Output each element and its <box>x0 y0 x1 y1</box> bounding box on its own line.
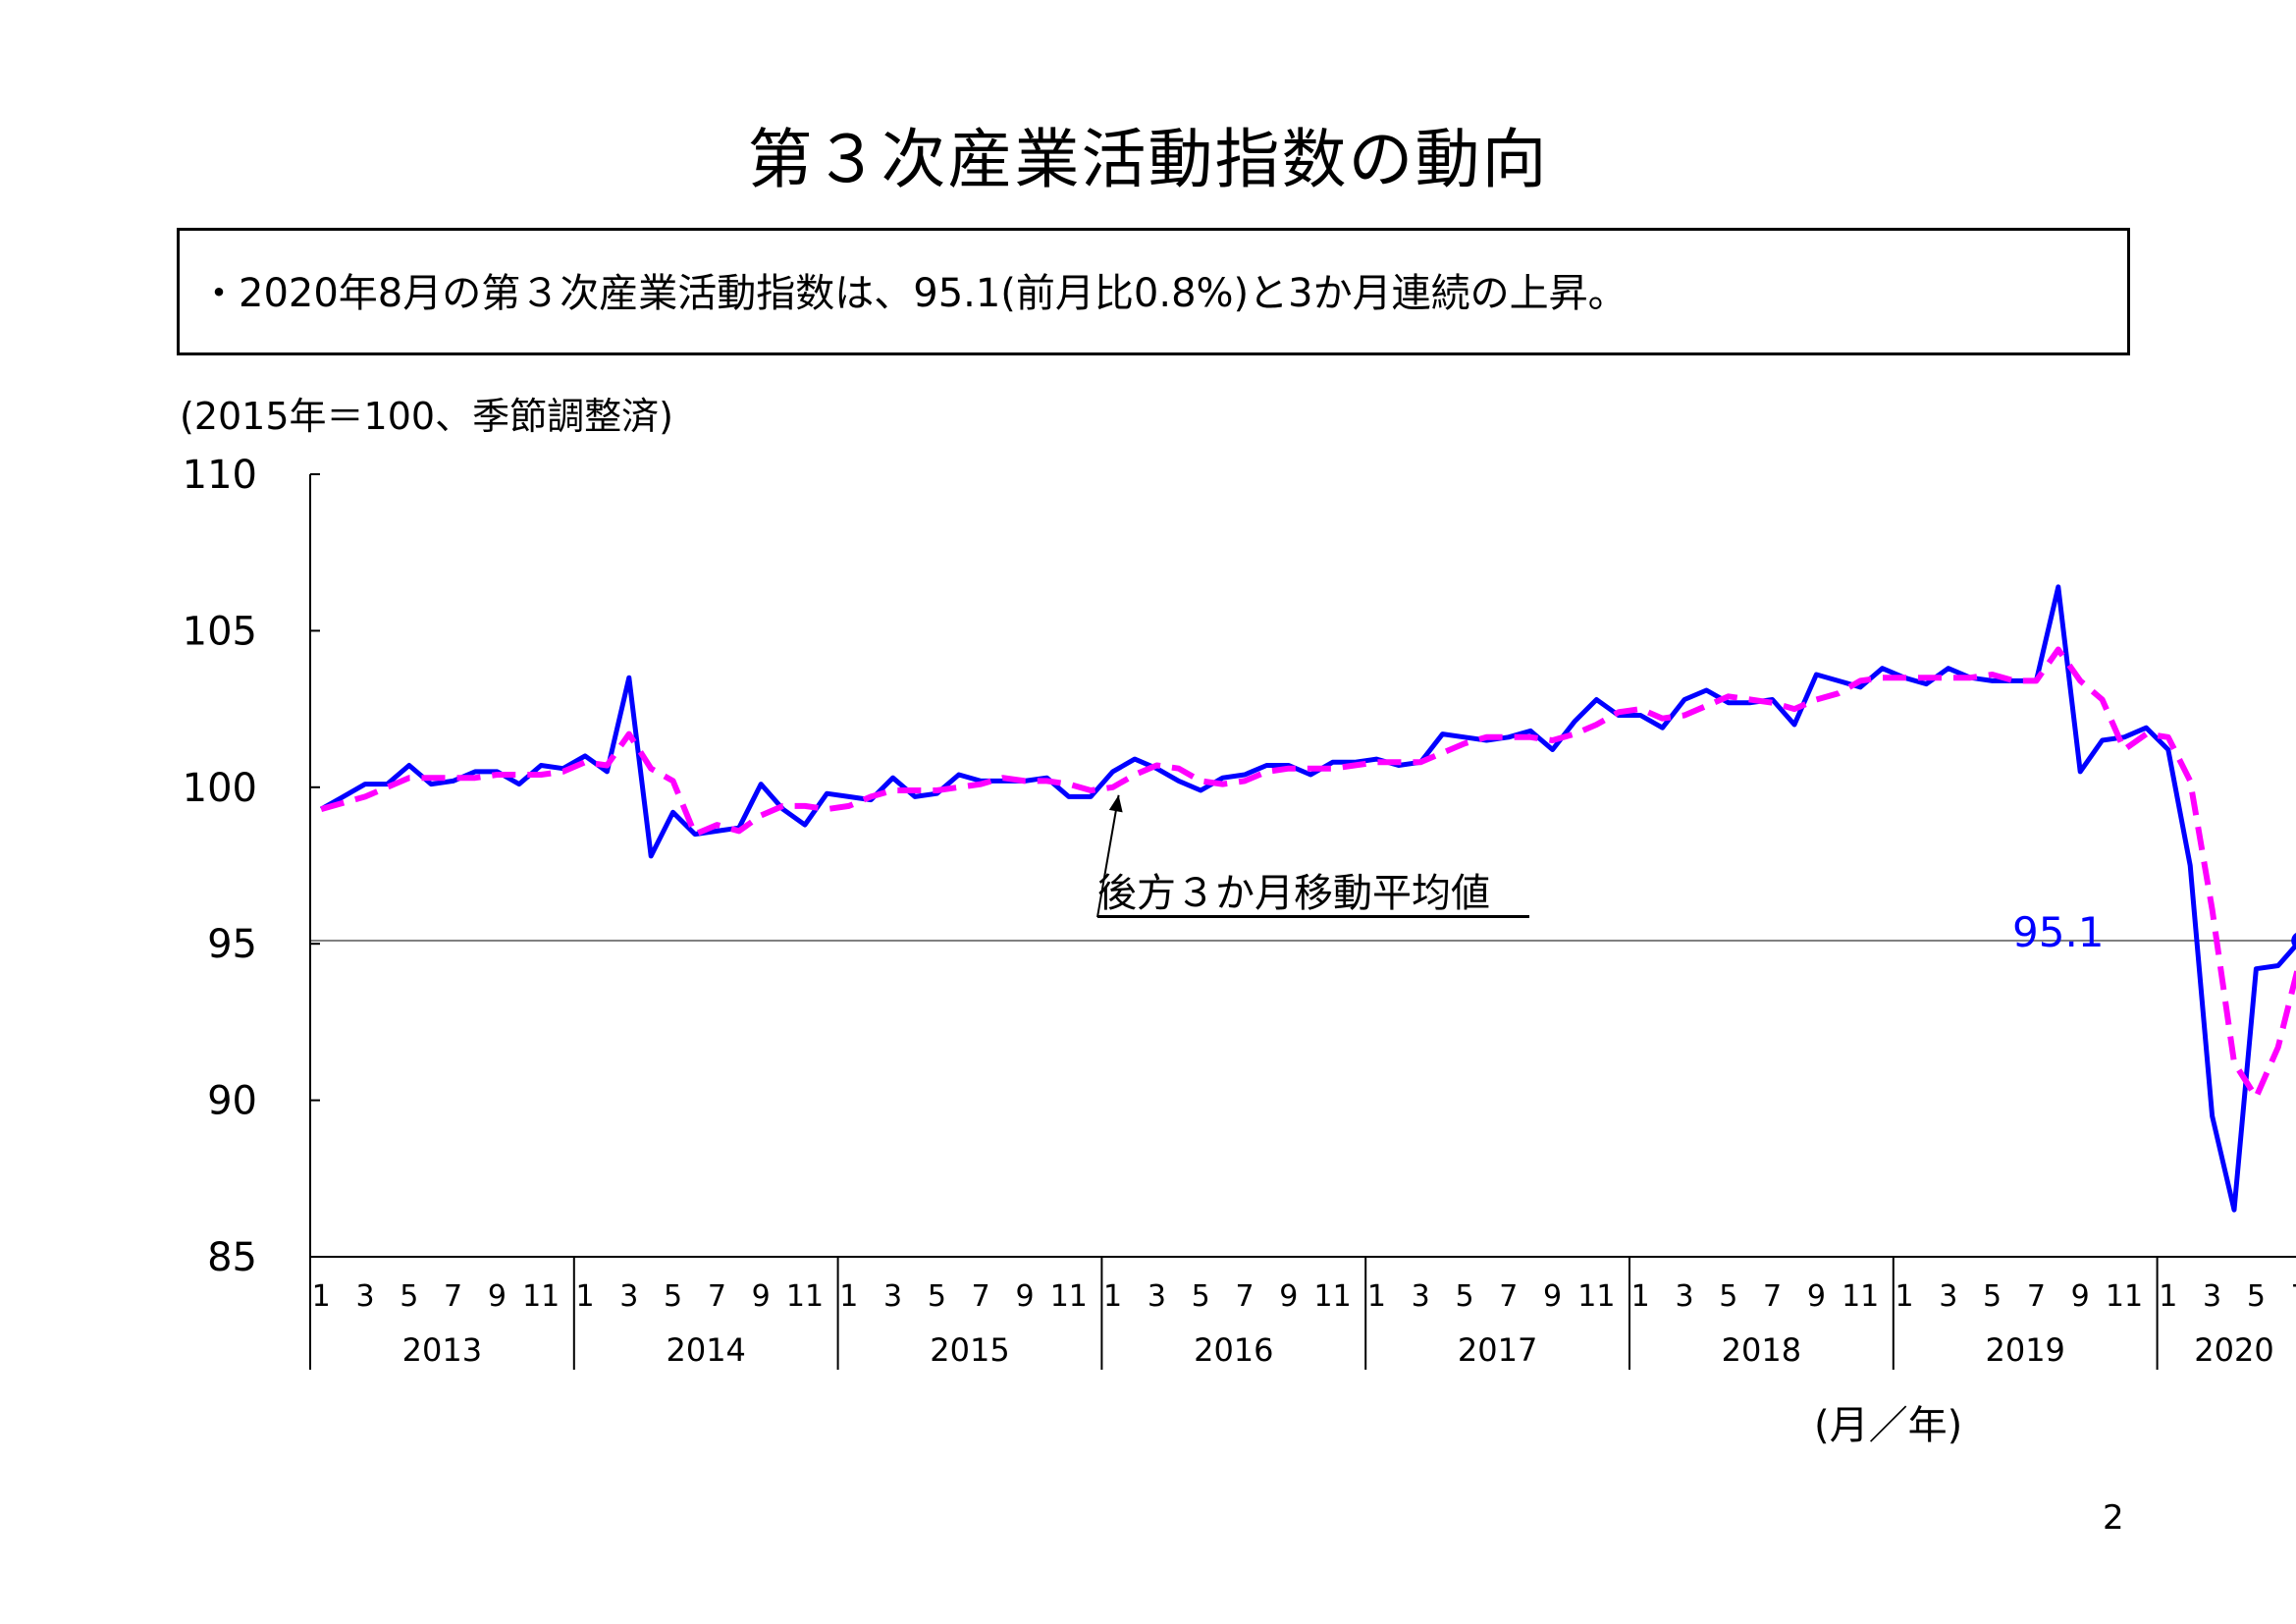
month-tick-label: 9 <box>1279 1279 1298 1314</box>
month-tick-label: 11 <box>1577 1279 1615 1314</box>
month-tick-label: 11 <box>1050 1279 1088 1314</box>
moving-average-callout-label: 後方３か月移動平均値 <box>1097 871 1490 916</box>
month-tick-label: 5 <box>1192 1279 1210 1314</box>
month-tick-label: 3 <box>1675 1279 1693 1314</box>
month-tick-label: 9 <box>752 1279 771 1314</box>
month-tick-label: 7 <box>2027 1279 2046 1314</box>
month-tick-label: 3 <box>1148 1279 1166 1314</box>
y-tick-label: 110 <box>183 453 257 498</box>
y-tick-label: 100 <box>183 766 257 811</box>
callout-arrowhead <box>1108 794 1123 813</box>
month-tick-label: 3 <box>619 1279 638 1314</box>
month-tick-label: 1 <box>2159 1279 2177 1314</box>
year-label: 2019 <box>1985 1331 2064 1369</box>
month-tick-label: 3 <box>1412 1279 1430 1314</box>
y-tick-label: 85 <box>207 1235 257 1280</box>
year-label: 2014 <box>666 1331 745 1369</box>
month-tick-label: 3 <box>355 1279 374 1314</box>
month-tick-label: 1 <box>1367 1279 1386 1314</box>
month-tick-label: 7 <box>1499 1279 1518 1314</box>
y-axis-unit-note: (2015年＝100、季節調整済) <box>180 395 673 438</box>
month-tick-label: 5 <box>1983 1279 2002 1314</box>
page-number: 2 <box>2103 1498 2124 1538</box>
y-tick-label: 90 <box>207 1079 257 1124</box>
month-tick-label: 1 <box>1895 1279 1913 1314</box>
year-label: 2018 <box>1722 1331 1801 1369</box>
month-tick-label: 5 <box>928 1279 946 1314</box>
y-tick-label: 105 <box>183 609 257 654</box>
month-tick-label: 5 <box>664 1279 682 1314</box>
month-tick-label: 3 <box>883 1279 902 1314</box>
latest-value-marker <box>2291 933 2296 948</box>
year-label: 2020 <box>2194 1331 2273 1369</box>
month-tick-label: 5 <box>1719 1279 1737 1314</box>
month-tick-label: 11 <box>786 1279 824 1314</box>
month-tick-label: 9 <box>1015 1279 1034 1314</box>
month-tick-label: 1 <box>575 1279 594 1314</box>
callout-arrow-line <box>1096 794 1120 918</box>
month-tick-label: 9 <box>488 1279 507 1314</box>
month-tick-label: 1 <box>1631 1279 1650 1314</box>
page-title: 第３次産業活動指数の動向 <box>747 122 1549 197</box>
month-tick-label: 7 <box>1763 1279 1782 1314</box>
month-tick-label: 7 <box>972 1279 990 1314</box>
month-tick-label: 9 <box>1807 1279 1826 1314</box>
month-tick-label: 5 <box>1455 1279 1473 1314</box>
callout-underline <box>1097 915 1529 918</box>
month-tick-label: 9 <box>1543 1279 1562 1314</box>
month-tick-label: 9 <box>2071 1279 2090 1314</box>
month-tick-label: 7 <box>444 1279 462 1314</box>
summary-text: ・2020年8月の第３次産業活動指数は、95.1(前月比0.8%)と3か月連続の… <box>199 271 1628 316</box>
month-tick-label: 7 <box>1235 1279 1254 1314</box>
month-tick-label: 5 <box>2247 1279 2266 1314</box>
latest-value-label: 95.1 <box>2012 908 2105 956</box>
month-tick-label: 1 <box>1103 1279 1122 1314</box>
month-tick-label: 7 <box>2291 1279 2296 1314</box>
moving-average-line <box>320 646 2296 1101</box>
month-tick-label: 11 <box>522 1279 560 1314</box>
year-label: 2013 <box>402 1331 482 1369</box>
year-label: 2017 <box>1458 1331 1537 1369</box>
month-tick-label: 11 <box>2106 1279 2143 1314</box>
month-tick-label: 5 <box>400 1279 418 1314</box>
month-tick-label: 11 <box>1314 1279 1352 1314</box>
month-tick-label: 1 <box>839 1279 858 1314</box>
series-layer <box>319 584 2296 1213</box>
month-tick-label: 1 <box>312 1279 331 1314</box>
month-tick-label: 7 <box>708 1279 726 1314</box>
annotation-layer <box>1096 794 1123 918</box>
year-label: 2016 <box>1194 1331 1273 1369</box>
y-tick-label: 95 <box>207 922 257 967</box>
year-label: 2015 <box>930 1331 1009 1369</box>
summary-box: ・2020年8月の第３次産業活動指数は、95.1(前月比0.8%)と3か月連続の… <box>177 228 2130 355</box>
x-axis-unit-label: (月／年) <box>1814 1403 1963 1448</box>
month-tick-label: 3 <box>1939 1279 1957 1314</box>
month-tick-label: 3 <box>2203 1279 2221 1314</box>
month-tick-label: 11 <box>1842 1279 1879 1314</box>
